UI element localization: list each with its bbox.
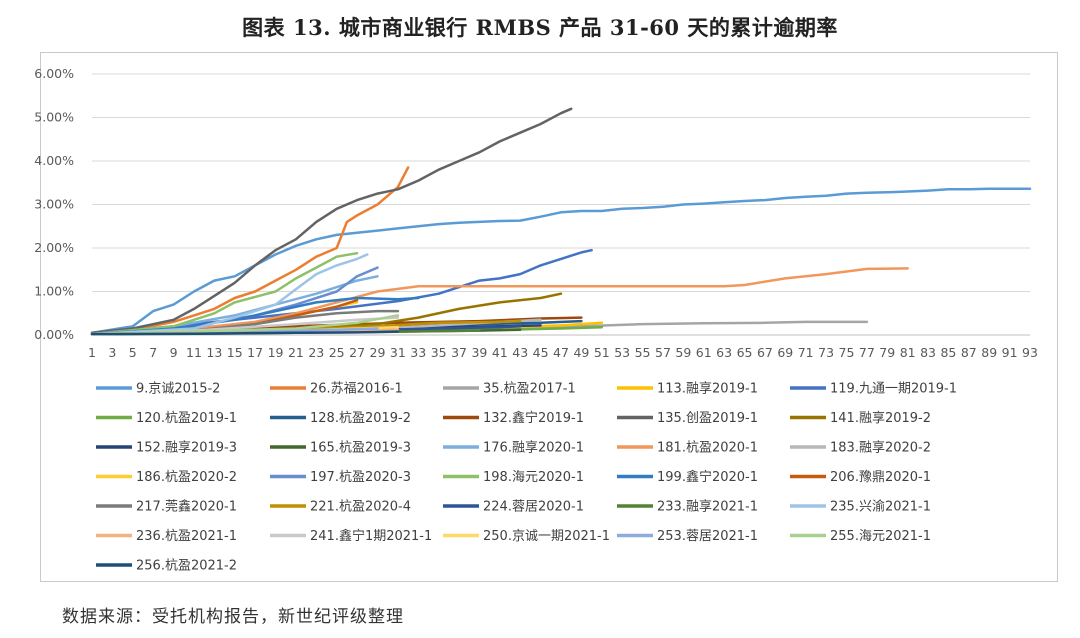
x-tick-label: 35 xyxy=(431,345,447,360)
x-tick-label: 65 xyxy=(737,345,753,360)
legend-label: 217.莞鑫2020-1 xyxy=(136,499,237,515)
legend-label: 255.海元2021-1 xyxy=(830,529,931,544)
legend-label: 128.杭盈2019-2 xyxy=(310,411,411,426)
x-tick-label: 15 xyxy=(227,345,243,360)
x-tick-label: 23 xyxy=(308,345,324,360)
x-tick-label: 83 xyxy=(920,345,936,360)
legend-label: 186.杭盈2020-2 xyxy=(136,470,237,485)
legend-label: 241.鑫宁1期2021-1 xyxy=(310,528,432,544)
y-tick-label: 5.00% xyxy=(34,110,74,125)
x-tick-label: 85 xyxy=(940,345,956,360)
x-tick-label: 31 xyxy=(390,345,406,360)
series-line xyxy=(90,253,369,336)
legend-label: 132.鑫宁2019-1 xyxy=(483,410,584,426)
x-tick-label: 3 xyxy=(108,345,116,360)
series-line xyxy=(90,296,420,336)
x-tick-label: 75 xyxy=(839,345,855,360)
x-tick-label: 49 xyxy=(573,345,589,360)
legend-label: 199.鑫宁2020-1 xyxy=(657,469,758,485)
x-tick-label: 43 xyxy=(512,345,528,360)
legend-label: 181.杭盈2020-1 xyxy=(657,441,758,456)
x-tick-label: 47 xyxy=(553,345,569,360)
line-chart: 0.00%1.00%2.00%3.00%4.00%5.00%6.00%1 3 5 7 9… xyxy=(34,66,1038,574)
series-line xyxy=(90,187,1032,335)
legend-label: 224.蓉居2020-1 xyxy=(483,500,584,515)
x-tick-label: 57 xyxy=(655,345,671,360)
source-note: 数据来源：受托机构报告，新世纪评级整理 xyxy=(62,607,404,627)
legend-label: 256.杭盈2021-2 xyxy=(136,559,237,574)
series-line xyxy=(90,314,400,336)
legend-label: 135.创盈2019-1 xyxy=(657,411,758,426)
x-tick-label: 73 xyxy=(818,345,834,360)
y-tick-label: 3.00% xyxy=(34,197,74,212)
x-tick-label: 11 xyxy=(186,345,202,360)
legend-label: 198.海元2020-1 xyxy=(483,470,584,485)
x-tick-label: 93 xyxy=(1022,345,1038,360)
legend-label: 35.杭盈2017-1 xyxy=(483,382,576,397)
x-tick-label: 51 xyxy=(594,345,610,360)
x-tick-label: 59 xyxy=(675,345,691,360)
x-tick-label: 81 xyxy=(900,345,916,360)
series-line xyxy=(90,248,593,336)
x-tick-label: 87 xyxy=(961,345,977,360)
legend-label: 176.融享2020-1 xyxy=(483,440,584,456)
x-tick-label: 13 xyxy=(206,345,222,360)
series-line xyxy=(90,251,359,336)
x-tick-label: 7 xyxy=(149,345,157,360)
x-tick-label: 33 xyxy=(410,345,426,360)
x-tick-label: 19 xyxy=(268,345,284,360)
y-tick-label: 1.00% xyxy=(34,284,74,299)
series-line xyxy=(90,107,573,335)
x-tick-label: 27 xyxy=(349,345,365,360)
legend-label: 236.杭盈2021-1 xyxy=(136,529,237,544)
legend-label: 120.杭盈2019-1 xyxy=(136,411,237,426)
x-tick-label: 53 xyxy=(614,345,630,360)
x-tick-label: 89 xyxy=(981,345,997,360)
legend-label: 197.杭盈2020-3 xyxy=(310,470,411,485)
legend-label: 9.京诚2015-2 xyxy=(136,382,220,397)
legend-label: 235.兴渝2021-1 xyxy=(830,499,931,515)
x-tick-label: 67 xyxy=(757,345,773,360)
x-tick-label: 79 xyxy=(879,345,895,360)
legend-label: 113.融享2019-1 xyxy=(657,381,758,397)
x-tick-label: 63 xyxy=(716,345,732,360)
x-tick-label: 39 xyxy=(471,345,487,360)
legend-label: 221.杭盈2020-4 xyxy=(310,500,411,515)
y-tick-label: 6.00% xyxy=(34,66,74,81)
legend-label: 250.京诚一期2021-1 xyxy=(483,529,610,544)
legend-label: 233.融享2021-1 xyxy=(657,499,758,515)
x-tick-label: 41 xyxy=(492,345,508,360)
x-tick-label: 69 xyxy=(777,345,793,360)
series-line xyxy=(90,166,410,335)
x-tick-label: 21 xyxy=(288,345,304,360)
legend-label: 152.融享2019-3 xyxy=(136,440,237,456)
series-line xyxy=(90,267,909,336)
legend-label: 183.融享2020-2 xyxy=(830,440,931,456)
legend-label: 165.杭盈2019-3 xyxy=(310,441,411,456)
legend-label: 26.苏福2016-1 xyxy=(310,381,403,397)
legend-label: 206.豫鼎2020-1 xyxy=(830,470,931,485)
chart-title: 图表 13. 城市商业银行 RMBS 产品 31-60 天的累计逾期率 xyxy=(242,15,838,40)
x-tick-label: 45 xyxy=(533,345,549,360)
chart-frame xyxy=(40,52,1058,582)
y-tick-label: 0.00% xyxy=(34,327,74,342)
x-tick-label: 1 xyxy=(88,345,96,360)
x-tick-label: 9 xyxy=(170,345,178,360)
x-tick-label: 37 xyxy=(451,345,467,360)
series-line xyxy=(90,330,400,336)
x-tick-label: 17 xyxy=(247,345,263,360)
legend-label: 253.蓉居2021-1 xyxy=(657,529,758,544)
legend-label: 141.融享2019-2 xyxy=(830,410,931,426)
x-tick-label: 29 xyxy=(370,345,386,360)
x-tick-label: 77 xyxy=(859,345,875,360)
x-tick-label: 25 xyxy=(329,345,345,360)
legend-label: 119.九通一期2019-1 xyxy=(830,382,957,397)
y-tick-label: 4.00% xyxy=(34,153,74,168)
x-tick-label: 91 xyxy=(1002,345,1018,360)
x-tick-label: 71 xyxy=(798,345,814,360)
x-tick-label: 61 xyxy=(696,345,712,360)
x-tick-label: 55 xyxy=(635,345,651,360)
y-tick-label: 2.00% xyxy=(34,240,74,255)
x-tick-label: 5 xyxy=(129,345,137,360)
